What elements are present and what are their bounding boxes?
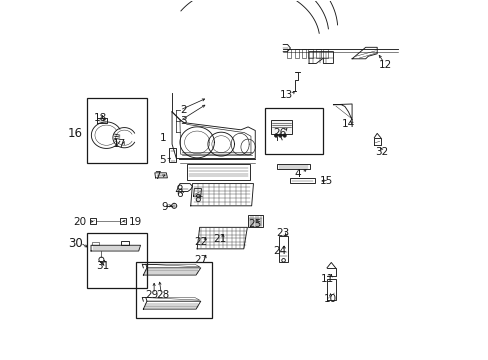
Text: 11: 11 bbox=[321, 274, 334, 284]
Text: 10: 10 bbox=[324, 294, 336, 304]
Text: 9: 9 bbox=[161, 202, 168, 212]
Bar bbox=[169, 148, 176, 162]
Text: 12: 12 bbox=[378, 59, 391, 69]
Circle shape bbox=[278, 134, 282, 137]
Circle shape bbox=[274, 134, 277, 137]
Text: 15: 15 bbox=[319, 176, 332, 186]
Bar bbox=[326, 279, 335, 300]
Text: 30: 30 bbox=[68, 237, 82, 250]
Text: 26: 26 bbox=[272, 128, 285, 138]
Text: 31: 31 bbox=[96, 261, 109, 271]
Text: 7: 7 bbox=[154, 171, 161, 181]
Text: 32: 32 bbox=[374, 147, 387, 157]
Text: 28: 28 bbox=[156, 291, 169, 301]
Bar bbox=[120, 218, 126, 225]
Bar bbox=[187, 164, 249, 180]
Bar bbox=[290, 178, 314, 183]
Text: 18: 18 bbox=[94, 113, 107, 123]
Text: 4: 4 bbox=[294, 168, 300, 179]
Bar bbox=[86, 98, 147, 163]
Bar bbox=[136, 262, 211, 318]
Bar bbox=[278, 236, 287, 262]
Bar bbox=[308, 49, 312, 58]
Bar bbox=[271, 120, 292, 134]
Bar bbox=[316, 49, 320, 58]
Text: 5: 5 bbox=[159, 155, 166, 165]
Bar bbox=[92, 242, 99, 245]
Text: 25: 25 bbox=[248, 219, 262, 229]
Bar bbox=[89, 218, 96, 225]
Text: 23: 23 bbox=[276, 228, 289, 238]
Bar bbox=[121, 241, 128, 245]
Text: 3: 3 bbox=[180, 116, 186, 126]
Text: 16: 16 bbox=[68, 127, 82, 140]
Bar bbox=[323, 49, 327, 58]
Bar bbox=[286, 49, 290, 58]
Bar bbox=[86, 233, 147, 288]
Text: 27: 27 bbox=[194, 255, 207, 265]
Text: 29: 29 bbox=[145, 291, 158, 301]
Bar bbox=[301, 49, 305, 58]
Text: 8: 8 bbox=[194, 194, 201, 204]
Text: 2: 2 bbox=[180, 105, 186, 115]
Text: 17: 17 bbox=[113, 139, 126, 149]
Text: 24: 24 bbox=[273, 246, 286, 256]
Bar bbox=[247, 215, 263, 227]
Text: 13: 13 bbox=[280, 90, 293, 100]
Text: 21: 21 bbox=[213, 234, 226, 244]
Text: 19: 19 bbox=[128, 217, 142, 227]
Circle shape bbox=[282, 134, 286, 137]
Text: 20: 20 bbox=[74, 217, 87, 227]
Text: 6: 6 bbox=[176, 189, 182, 199]
Text: 14: 14 bbox=[341, 120, 354, 129]
Bar bbox=[265, 108, 322, 154]
Bar bbox=[277, 163, 309, 169]
Text: 1: 1 bbox=[159, 133, 166, 143]
Text: 22: 22 bbox=[194, 237, 207, 247]
Bar bbox=[294, 49, 298, 58]
